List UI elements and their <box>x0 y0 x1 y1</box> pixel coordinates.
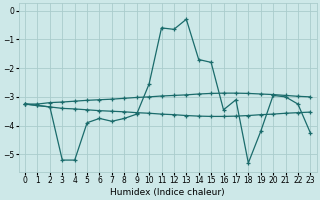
X-axis label: Humidex (Indice chaleur): Humidex (Indice chaleur) <box>110 188 225 197</box>
